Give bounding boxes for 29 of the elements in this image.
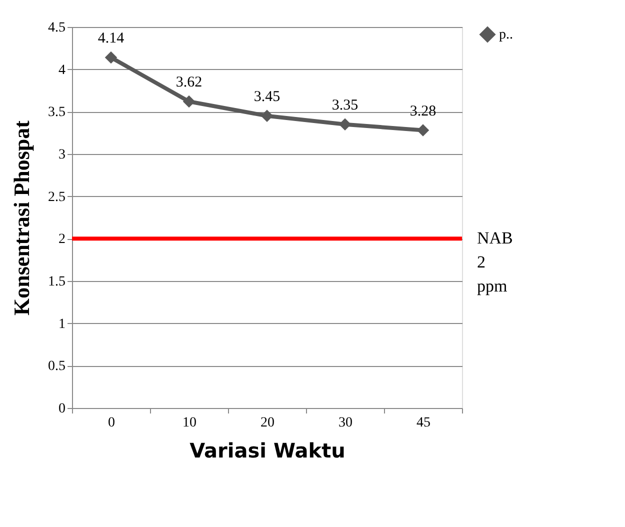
x-tick-label: 10 <box>182 416 196 430</box>
legend-label: p.. <box>499 28 513 42</box>
data-label: 3.35 <box>332 97 358 114</box>
data-label: 3.28 <box>410 103 436 120</box>
data-label: 3.45 <box>254 88 280 105</box>
y-tick-label: 1.5 <box>48 274 66 290</box>
y-tick-label: 2.5 <box>48 190 66 205</box>
y-tick-label: 0 <box>58 402 66 416</box>
x-tick-label: 30 <box>338 416 352 430</box>
point <box>182 95 196 108</box>
x-tick-label: 0 <box>108 416 115 430</box>
y-tick-label: 1 <box>58 316 66 332</box>
y-tick-label: 4.5 <box>48 20 66 36</box>
point <box>338 118 352 130</box>
y-tick-label: 3 <box>58 148 66 162</box>
x-axis-title: Variasi Waktu <box>190 438 346 462</box>
y-tick-label: 4 <box>58 62 66 78</box>
point <box>260 110 274 122</box>
x-tick-label: 20 <box>260 416 274 430</box>
ref-line-label: NAB 2 ppm <box>477 228 513 296</box>
x-tick-label: 45 <box>416 416 430 430</box>
y-tick-label: 3.5 <box>48 105 66 120</box>
y-tick-label: 2 <box>58 232 66 248</box>
y-tick-label: 0.5 <box>48 359 66 374</box>
point <box>104 51 118 64</box>
point <box>416 124 430 136</box>
data-label: 3.62 <box>176 74 202 91</box>
y-axis-title: Konsentrasi Phospat <box>9 120 34 316</box>
data-label: 4.14 <box>98 30 125 46</box>
